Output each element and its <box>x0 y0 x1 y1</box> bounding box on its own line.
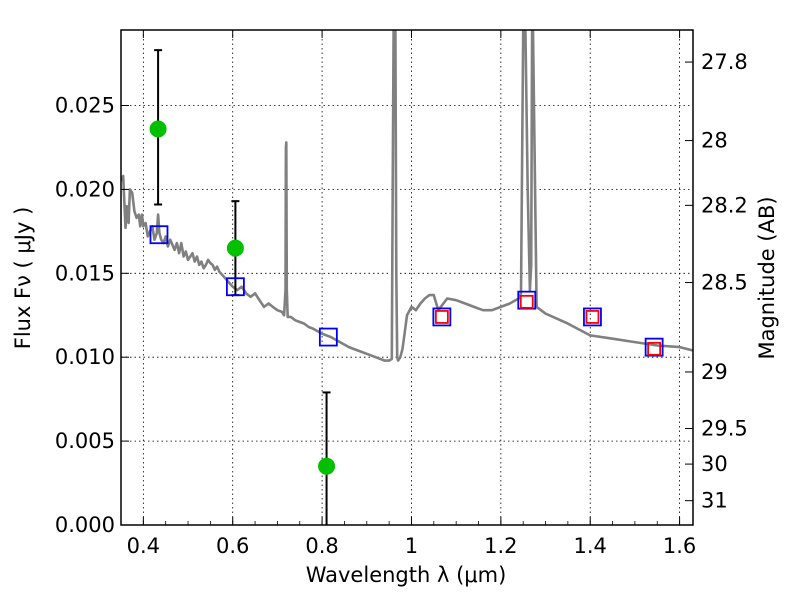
grid <box>121 30 693 526</box>
model-photometry-square <box>318 327 338 347</box>
x-tick-label: 1 <box>405 534 418 558</box>
right-tick-label: 28 <box>701 129 728 153</box>
sed-model-line <box>121 30 693 362</box>
observed-flux-point <box>149 120 167 138</box>
y-axis-title: Flux Fν ( μJy ) <box>11 207 35 350</box>
plot-frame <box>120 29 694 526</box>
right-tick-label: 31 <box>701 489 728 513</box>
y-tick-label: 0.020 <box>55 177 115 201</box>
model-photometry-ir-square <box>647 341 662 356</box>
observed-flux-point <box>318 457 336 475</box>
x-tick-label: 1.6 <box>663 534 696 558</box>
y-tick-label: 0.025 <box>55 94 115 118</box>
model-photometry-square <box>225 277 245 297</box>
x-tick-label: 1.4 <box>574 534 607 558</box>
x-tick-label: 1.2 <box>484 534 517 558</box>
model-photometry-ir-square <box>519 294 534 309</box>
x-tick-label: 0.6 <box>216 534 249 558</box>
y-axis-left: 0.000 0.005 0.010 0.015 0.020 0.025 <box>55 94 129 537</box>
right-tick-label: 30 <box>701 452 728 476</box>
x-tick-label: 0.4 <box>127 534 160 558</box>
model-photometry-square <box>583 307 602 327</box>
right-tick-label: 28.5 <box>701 271 748 295</box>
observed-flux-point <box>226 239 244 257</box>
x-axis-title: Wavelength λ (μm) <box>306 563 507 587</box>
model-photometry-square <box>149 225 169 245</box>
model-photometry-ir-square <box>434 310 449 324</box>
y-tick-label: 0.000 <box>55 513 115 537</box>
y-tick-label: 0.010 <box>55 345 115 369</box>
x-axis: 0.4 0.6 0.8 1 1.2 1.4 1.6 <box>127 30 696 558</box>
right-tick-label: 28.2 <box>701 193 748 217</box>
y-axis-right: 27.8 28 28.2 28.5 29 29.5 30 31 <box>685 50 748 513</box>
right-tick-label: 27.8 <box>701 50 748 74</box>
y-tick-label: 0.015 <box>55 261 115 285</box>
model-photometry-ir-square <box>585 310 600 324</box>
model-photometry-square <box>432 307 452 327</box>
right-tick-label: 29 <box>701 360 728 384</box>
right-tick-label: 29.5 <box>701 417 748 441</box>
y-axis-right-title: Magnitude (AB) <box>755 196 779 359</box>
y-tick-label: 0.005 <box>55 429 115 453</box>
x-tick-label: 0.8 <box>305 534 338 558</box>
